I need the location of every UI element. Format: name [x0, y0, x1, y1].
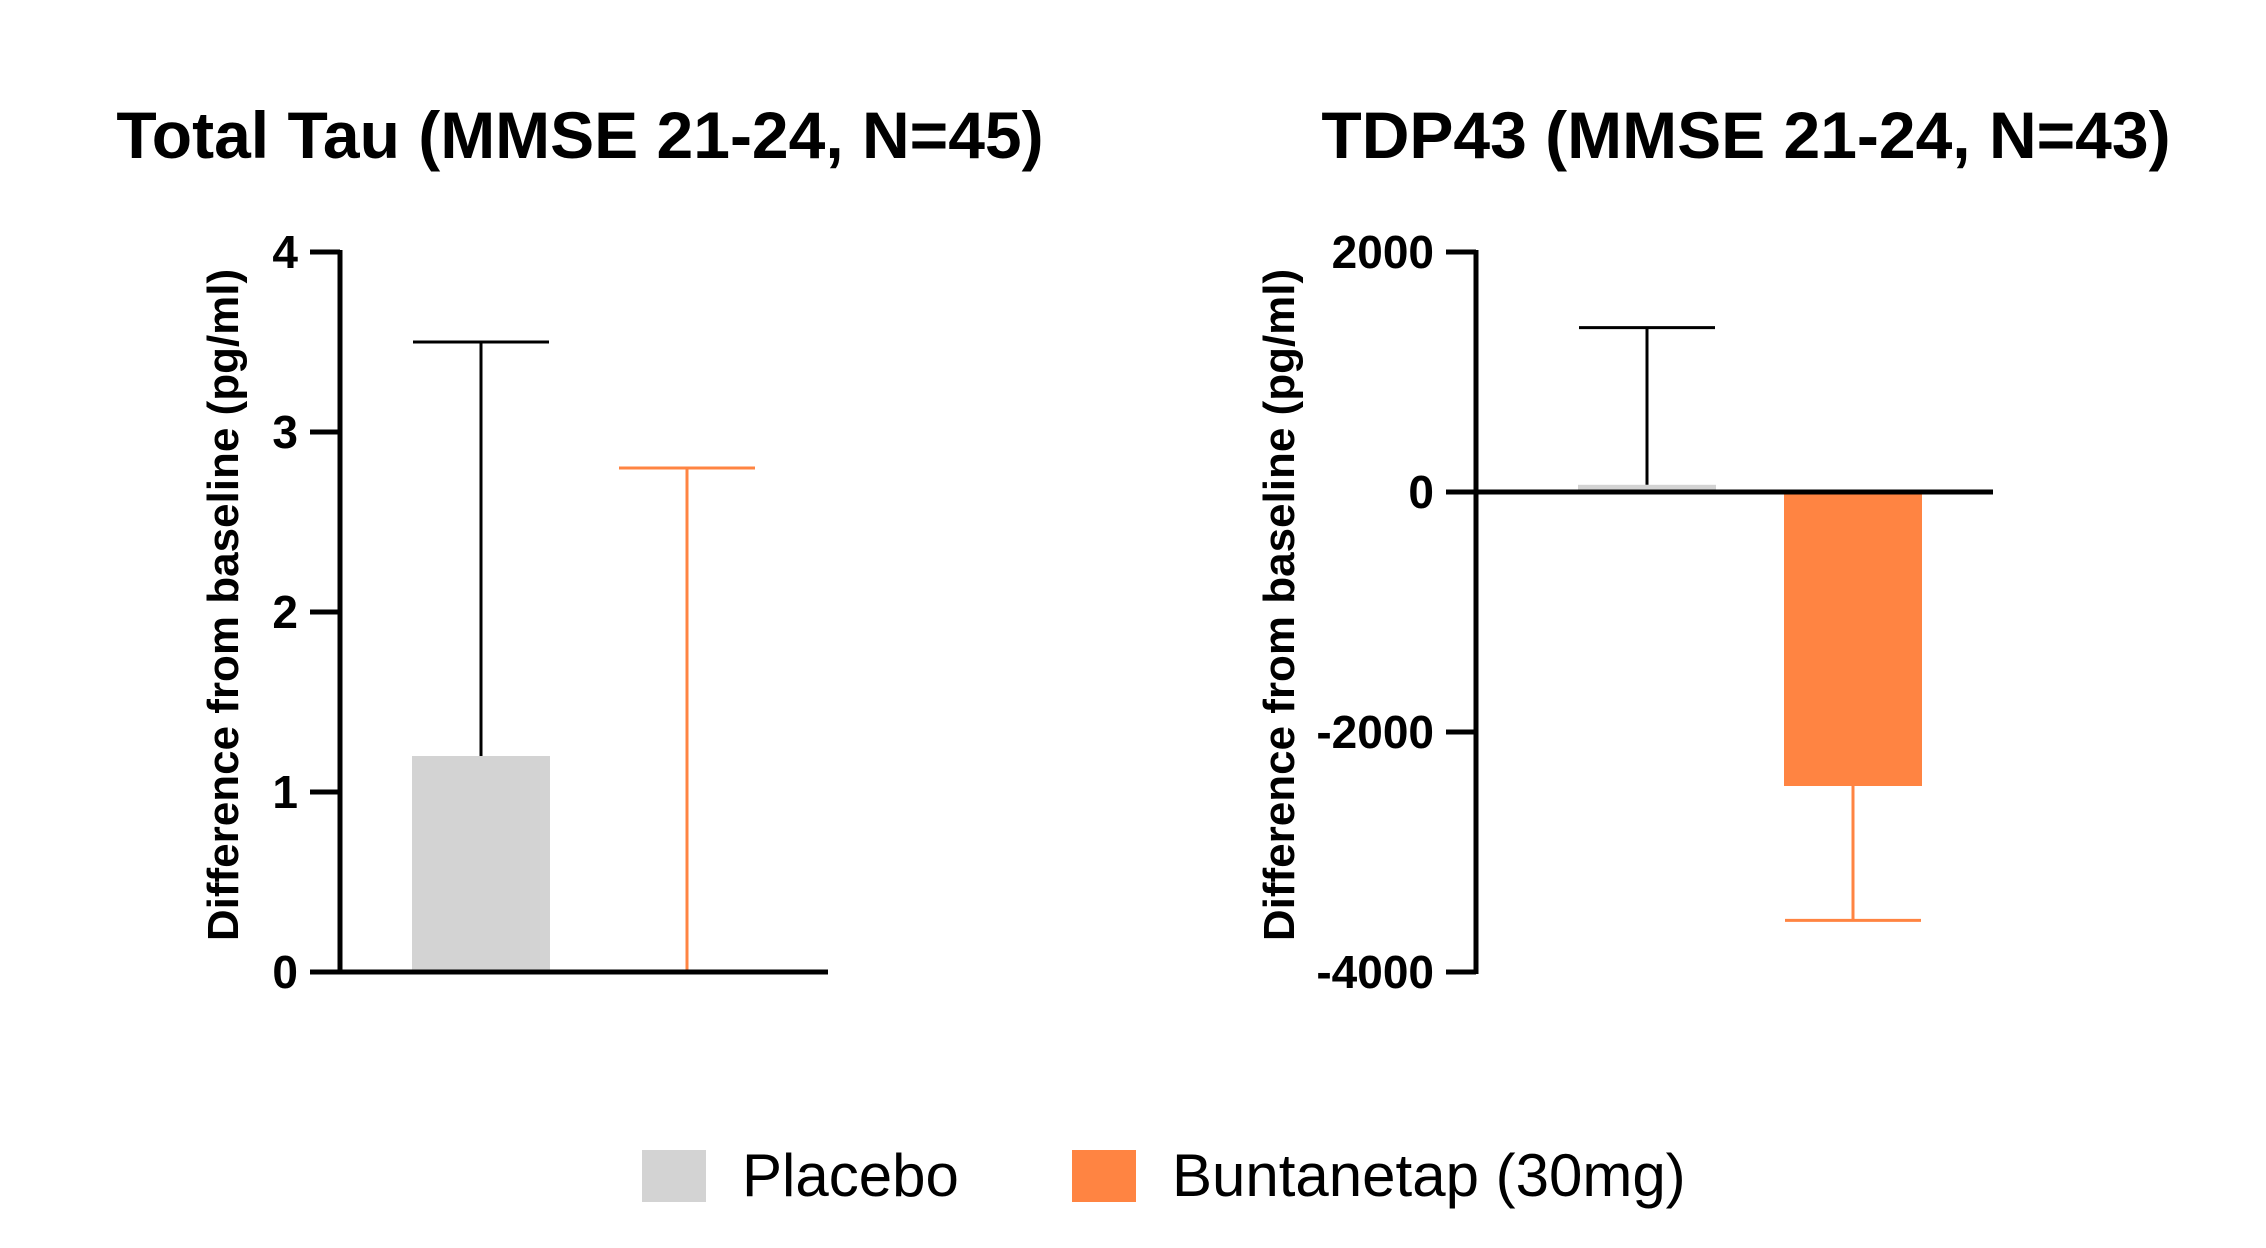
y-tick-label: 2: [272, 586, 298, 638]
legend: Placebo Buntanetap (30mg): [642, 1142, 1686, 1209]
y-tick-label: 0: [1408, 466, 1434, 518]
y-tick-label: -4000: [1316, 946, 1434, 998]
y-tick-label: 2000: [1332, 226, 1434, 278]
y-tick-label: 4: [272, 226, 298, 278]
legend-label-placebo: Placebo: [742, 1142, 959, 1209]
chart-tdp43: TDP43 (MMSE 21-24, N=43) Difference from…: [1255, 98, 2171, 998]
y-tick-label: -2000: [1316, 706, 1434, 758]
chart-title-tdp43: TDP43 (MMSE 21-24, N=43): [1321, 98, 2170, 172]
chart-title-total-tau: Total Tau (MMSE 21-24, N=45): [116, 98, 1043, 172]
y-tick-label: 3: [272, 406, 298, 458]
chart-total-tau: Total Tau (MMSE 21-24, N=45) Difference …: [116, 98, 1043, 998]
y-tick-label: 0: [272, 946, 298, 998]
legend-swatch-buntanetap: [1072, 1150, 1136, 1202]
bar: [1784, 492, 1922, 786]
y-tick-label: 1: [272, 766, 298, 818]
bar: [412, 756, 550, 972]
plot-area-tdp43: -4000 -2000 0 2000: [1316, 226, 1993, 998]
y-axis-label-tdp43: Difference from baseline (pg/ml): [1255, 269, 1304, 941]
legend-label-buntanetap: Buntanetap (30mg): [1172, 1142, 1686, 1209]
plot-area-total-tau: 0 1 2 3 4: [272, 226, 828, 998]
y-axis-label-total-tau: Difference from baseline (pg/ml): [199, 269, 248, 941]
legend-swatch-placebo: [642, 1150, 706, 1202]
